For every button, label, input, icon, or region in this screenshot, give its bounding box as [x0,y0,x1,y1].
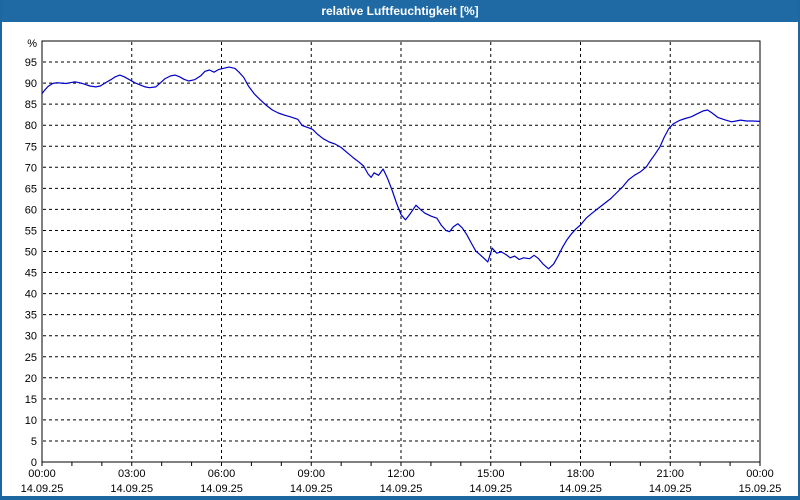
y-tick-label: 20 [25,373,37,385]
y-tick-label: 10 [25,415,37,427]
x-tick-label-date: 14.09.25 [21,483,64,495]
x-tick-label-date: 14.09.25 [290,483,333,495]
x-tick-label-date: 14.09.25 [380,483,423,495]
x-tick-label-time: 03:00 [118,468,146,480]
y-tick-label: 0 [31,457,37,469]
y-tick-label: 40 [25,289,37,301]
y-tick-label: 30 [25,331,37,343]
plot-frame [41,40,761,463]
x-tick-label-time: 00:00 [746,468,774,480]
x-tick-label-time: 06:00 [208,468,236,480]
x-tick-label-date: 14.09.25 [559,483,602,495]
x-tick-label-time: 09:00 [297,468,325,480]
x-tick-label-time: 15:00 [477,468,505,480]
title-bar[interactable]: relative Luftfeuchtigkeit [%] [2,0,798,22]
x-tick-label-date: 14.09.25 [649,483,692,495]
x-tick-label-date: 14.09.25 [469,483,512,495]
x-tick-label-date: 14.09.25 [110,483,153,495]
y-tick-label: 35 [25,310,37,322]
x-tick-label-time: 18:00 [567,468,595,480]
y-tick-label: 5 [31,436,37,448]
window-title: relative Luftfeuchtigkeit [%] [321,4,479,18]
y-tick-label: 55 [25,225,37,237]
humidity-line [41,66,761,270]
y-axis-unit-label: % [27,38,37,50]
y-tick-label: 65 [25,183,37,195]
x-tick-label-time: 21:00 [656,468,684,480]
x-tick-label-time: 12:00 [387,468,415,480]
y-tick-label: 15 [25,394,37,406]
y-tick-label: 75 [25,141,37,153]
y-tick-label: 70 [25,162,37,174]
y-tick-label: 60 [25,204,37,216]
x-tick-label-date: 15.09.25 [739,483,782,495]
y-tick-label: 95 [25,57,37,69]
y-tick-label: 50 [25,247,37,259]
y-tick-label: 80 [25,120,37,132]
y-tick-label: 25 [25,352,37,364]
y-tick-label: 90 [25,78,37,90]
y-tick-label: 85 [25,99,37,111]
x-tick-label-date: 14.09.25 [200,483,243,495]
x-tick-label-time: 00:00 [28,468,56,480]
y-tick-label: 45 [25,268,37,280]
